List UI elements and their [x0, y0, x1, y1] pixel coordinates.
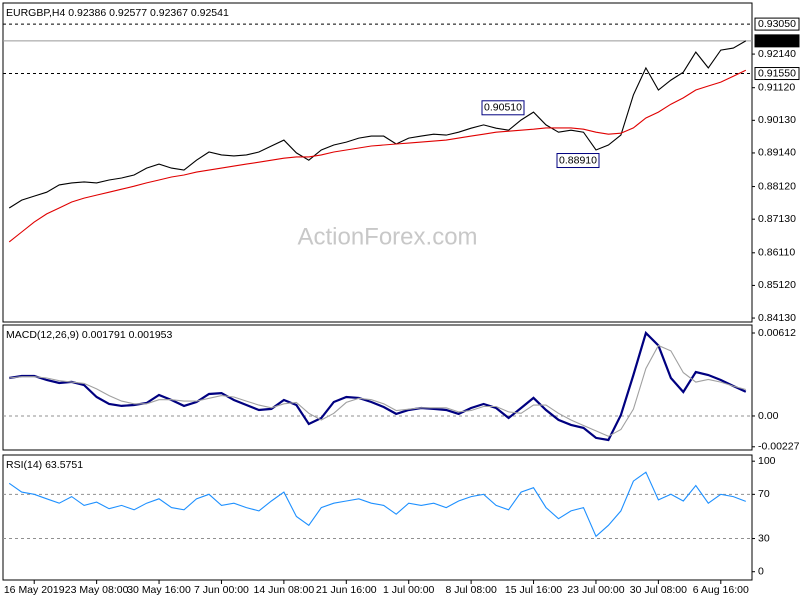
- level-label-box: [754, 67, 800, 81]
- series-line: [9, 330, 747, 442]
- panel-title: RSI(14) 63.5751: [6, 459, 83, 471]
- y-tick-label: 0.85120: [758, 279, 796, 291]
- y-tick-label: 0.91120: [758, 81, 795, 93]
- y-tick-label: 0.86110: [758, 247, 795, 259]
- x-tick-label: 30 Jul 08:00: [630, 584, 687, 596]
- annotation-label: 0.88910: [559, 154, 597, 166]
- y-tick-label: 0.92140: [758, 48, 796, 60]
- panel-frame: [2, 324, 753, 451]
- y-tick-label: 0.00612: [758, 327, 796, 339]
- y-tick-label: 0: [758, 565, 764, 577]
- series-line: [8, 40, 747, 209]
- x-tick-label: 1 Jul 00:00: [383, 584, 435, 596]
- series-line: [8, 69, 747, 243]
- level-label-box: [754, 34, 800, 48]
- panel-frame: [2, 2, 753, 323]
- level-label-box: [754, 17, 800, 31]
- x-tick-label: 23 Jul 00:00: [567, 584, 624, 596]
- y-tick-label: 70: [758, 488, 770, 500]
- y-tick-label: 0.00: [758, 410, 779, 422]
- annotation-box: [481, 100, 525, 116]
- series-line: [9, 344, 746, 437]
- x-tick-label: 21 Jun 16:00: [316, 584, 377, 596]
- y-tick-label: 0.84130: [758, 312, 796, 324]
- x-tick-label: 16 May 2019: [4, 584, 65, 596]
- x-tick-label: 8 Jul 08:00: [445, 584, 497, 596]
- annotation-label: 0.90510: [484, 102, 522, 114]
- x-tick-label: 6 Aug 16:00: [693, 584, 749, 596]
- y-tick-label: 0.90130: [758, 114, 796, 126]
- level-label: 0.93050: [758, 18, 796, 30]
- x-tick-label: 15 Jul 16:00: [505, 584, 562, 596]
- watermark: ActionForex.com: [297, 223, 477, 250]
- y-tick-label: 0.88120: [758, 180, 796, 192]
- y-tick-label: 30: [758, 532, 770, 544]
- x-tick-label: 14 Jun 08:00: [254, 584, 315, 596]
- level-label: 0.92541: [758, 35, 796, 47]
- y-tick-label: 0.89140: [758, 147, 796, 159]
- level-label: 0.91550: [758, 67, 796, 79]
- x-tick-label: 7 Jun 00:00: [194, 584, 249, 596]
- panel-frame: [2, 454, 753, 581]
- y-tick-label: -0.002273: [758, 441, 800, 453]
- y-tick-label: 100: [758, 455, 776, 467]
- series-line: [8, 471, 746, 538]
- annotation-box: [556, 153, 600, 169]
- y-tick-label: 0.87130: [758, 213, 796, 225]
- panel-title: MACD(12,26,9) 0.001791 0.001953: [6, 329, 173, 341]
- panel-title: EURGBP,H4 0.92386 0.92577 0.92367 0.9254…: [6, 7, 229, 19]
- x-tick-label: 23 May 08:00: [65, 584, 129, 596]
- x-tick-label: 30 May 16:00: [127, 584, 191, 596]
